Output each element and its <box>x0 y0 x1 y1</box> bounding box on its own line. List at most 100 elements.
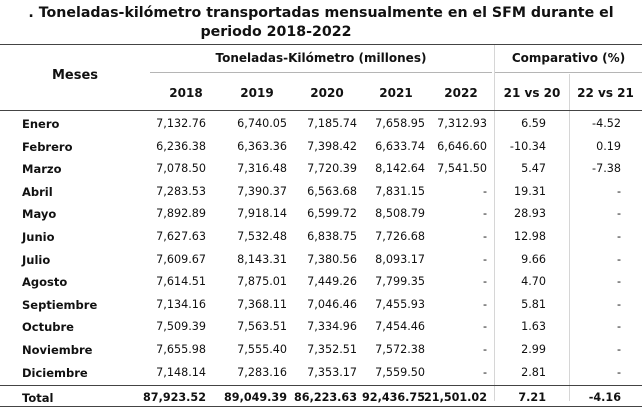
value-cell: 7,352.51 <box>307 343 357 356</box>
value-cell: 7,390.37 <box>237 184 287 198</box>
month-label: Julio <box>22 252 51 267</box>
table-row: Septiembre 7,134.16 7,368.11 7,046.46 7,455.… <box>0 294 642 317</box>
value-cell: 8,508.79 <box>375 207 425 221</box>
value-cell: - <box>482 252 487 266</box>
value-cell: 7,572.38 <box>375 343 425 356</box>
table-row: Julio 7,609.67 8,143.31 7,380.56 8,093.17 - 9.… <box>0 249 642 272</box>
value-cell: 87,923.52 <box>143 391 206 404</box>
comparativo-cell: -10.34 <box>509 139 546 153</box>
comparativo-cell: 2.81 <box>521 365 546 379</box>
value-cell: 7,283.16 <box>237 365 287 379</box>
body-divider-cmp <box>569 111 570 401</box>
value-cell: 7,185.74 <box>307 117 357 130</box>
value-cell: 89,049.39 <box>224 391 287 404</box>
table-row: Agosto 7,614.51 7,875.01 7,449.26 7,799.35 - 4… <box>0 271 642 294</box>
value-cell: 8,093.17 <box>375 252 425 266</box>
month-label: Abril <box>22 184 53 199</box>
comparativo-cell: - <box>616 365 621 379</box>
comparativo-cell: - <box>616 252 621 266</box>
value-cell: 92,436.75 <box>362 391 425 404</box>
value-cell: 6,363.36 <box>237 139 287 153</box>
comparativo-cell: - <box>616 207 621 221</box>
value-cell: 7,918.14 <box>237 207 287 221</box>
value-cell: 7,353.17 <box>307 365 357 379</box>
table-row: Noviembre 7,655.98 7,555.40 7,352.51 7,572.3… <box>0 339 642 362</box>
header-divider-cmp <box>569 74 570 110</box>
comparativo-cell: 4.70 <box>521 275 546 289</box>
value-cell: - <box>482 207 487 221</box>
title-line-1: . Toneladas-kilómetro transportadas mens… <box>28 5 614 21</box>
value-cell: 6,563.68 <box>307 184 357 198</box>
value-cell: 7,726.68 <box>375 230 425 243</box>
comparativo-cell: 7.21 <box>518 391 546 404</box>
value-cell: 7,831.15 <box>375 184 425 198</box>
comparativo-cell: - <box>616 343 621 356</box>
header-cmp-21-vs-20: 21 vs 20 <box>503 86 561 100</box>
value-cell: 7,655.98 <box>156 343 206 356</box>
header-group-main: Toneladas-Kilómetro (millones) <box>215 51 427 65</box>
value-cell: 7,799.35 <box>375 275 425 289</box>
value-cell: 7,368.11 <box>237 297 287 311</box>
comparativo-cell: 5.81 <box>521 297 546 311</box>
value-cell: - <box>482 343 487 356</box>
month-label: Febrero <box>22 139 73 154</box>
table-row: Diciembre 7,148.14 7,283.16 7,353.17 7,559.5… <box>0 362 642 385</box>
comparativo-cell: -7.38 <box>592 162 621 176</box>
header-top-rule <box>0 44 642 45</box>
value-cell: 7,132.76 <box>156 117 206 130</box>
value-cell: 7,532.48 <box>237 230 287 243</box>
header-cmp-22-vs-21: 22 vs 21 <box>577 86 634 100</box>
value-cell: - <box>482 297 487 311</box>
comparativo-cell: 19.31 <box>513 184 546 198</box>
header-group-cmp-rule <box>495 72 642 73</box>
value-cell: 7,509.39 <box>156 320 206 334</box>
title-line-2: periodo 2018-2022 <box>200 24 352 40</box>
value-cell: 7,449.26 <box>307 275 357 289</box>
value-cell: 7,134.16 <box>156 297 206 311</box>
value-cell: 7,312.93 <box>437 117 487 130</box>
month-label: Enero <box>22 117 60 131</box>
value-cell: 7,380.56 <box>307 252 357 266</box>
value-cell: 7,078.50 <box>156 162 206 176</box>
month-label: Agosto <box>22 275 68 290</box>
month-label: Noviembre <box>22 343 93 357</box>
table-row: Febrero 6,236.38 6,363.36 7,398.42 6,633.74 6… <box>0 136 642 159</box>
value-cell: 7,148.14 <box>156 365 206 379</box>
month-label: Total <box>22 391 54 405</box>
header-months: Meses <box>51 68 99 83</box>
total-row: Total 87,923.52 89,049.39 86,223.63 92,436.7… <box>0 387 642 410</box>
header-bottom-rule <box>0 110 642 111</box>
table-bottom-rule <box>0 406 642 407</box>
value-cell: 7,627.63 <box>156 230 206 243</box>
table-row: Marzo 7,078.50 7,316.48 7,720.39 8,142.64 7,5… <box>0 158 642 181</box>
comparativo-cell: - <box>616 184 621 198</box>
table-row: Junio 7,627.63 7,532.48 6,838.75 7,726.68 - 12… <box>0 226 642 249</box>
comparativo-cell: - <box>616 230 621 243</box>
comparativo-cell: 2.99 <box>521 343 546 356</box>
month-label: Mayo <box>22 207 57 222</box>
value-cell: 21,501.02 <box>424 391 487 404</box>
value-cell: 7,283.53 <box>156 184 206 198</box>
value-cell: 8,142.64 <box>375 162 425 176</box>
value-cell: 6,599.72 <box>307 207 357 221</box>
value-cell: 7,609.67 <box>156 252 206 266</box>
table-title: . Toneladas-kilómetro transportadas mens… <box>0 4 642 42</box>
value-cell: 7,559.50 <box>375 365 425 379</box>
value-cell: - <box>482 275 487 289</box>
value-cell: 6,236.38 <box>156 139 206 153</box>
month-label: Septiembre <box>22 297 98 312</box>
comparativo-cell: 9.66 <box>521 252 546 266</box>
value-cell: 7,563.51 <box>237 320 287 334</box>
value-cell: - <box>482 184 487 198</box>
value-cell: 86,223.63 <box>294 391 357 404</box>
body-divider-main-cmp <box>494 111 495 401</box>
value-cell: 7,398.42 <box>307 139 357 153</box>
value-cell: 7,046.46 <box>307 297 357 311</box>
header-divider-main-cmp <box>494 45 495 110</box>
value-cell: 6,838.75 <box>307 230 357 243</box>
value-cell: 7,555.40 <box>237 343 287 356</box>
header-year-2019: 2019 <box>240 86 274 100</box>
value-cell: 7,875.01 <box>237 275 287 289</box>
comparativo-cell: 12.98 <box>513 230 546 243</box>
comparativo-cell: - <box>616 275 621 289</box>
